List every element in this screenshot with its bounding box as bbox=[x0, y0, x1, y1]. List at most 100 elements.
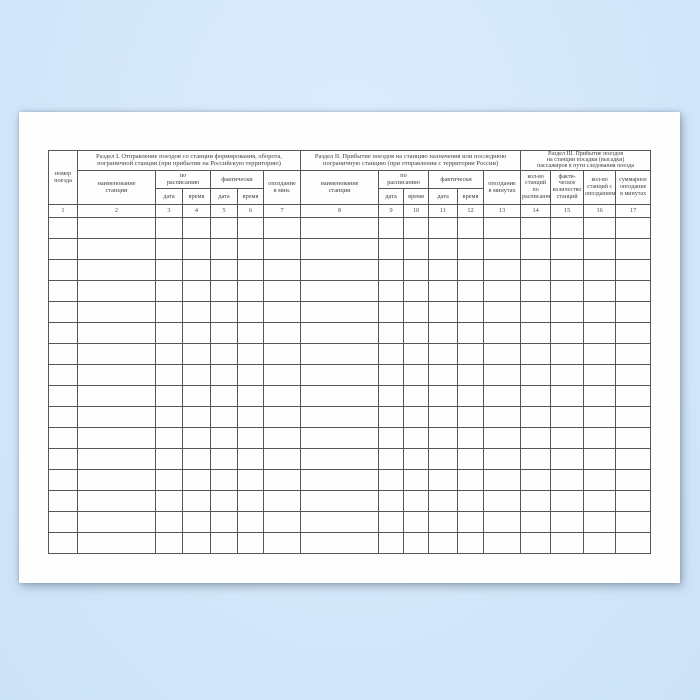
column-number: 9 bbox=[378, 203, 405, 218]
empty-cell bbox=[583, 300, 617, 323]
empty-cell bbox=[300, 321, 380, 344]
table-row bbox=[48, 216, 652, 239]
empty-cell bbox=[403, 300, 430, 323]
table-row bbox=[48, 321, 652, 344]
empty-cell bbox=[378, 216, 405, 239]
column-number: 13 bbox=[483, 203, 522, 218]
empty-cell bbox=[182, 300, 211, 323]
empty-cell bbox=[583, 279, 617, 302]
column-number: 17 bbox=[615, 203, 652, 218]
empty-cell bbox=[483, 321, 522, 344]
empty-cell bbox=[300, 279, 380, 302]
section-1-scheduled-time-header: время bbox=[182, 187, 211, 205]
empty-cell bbox=[155, 426, 183, 449]
empty-cell bbox=[378, 300, 405, 323]
empty-cell bbox=[378, 510, 405, 533]
section-3-total-delay-header: суммарное опоздание в минутах bbox=[615, 169, 652, 205]
empty-cell bbox=[210, 426, 238, 449]
empty-cell bbox=[262, 363, 302, 386]
empty-cell bbox=[210, 216, 238, 239]
empty-cell bbox=[300, 300, 380, 323]
empty-cell bbox=[403, 258, 430, 281]
empty-cell bbox=[182, 531, 211, 554]
empty-cell bbox=[48, 342, 78, 365]
empty-cell bbox=[378, 363, 405, 386]
empty-cell bbox=[155, 531, 183, 554]
empty-cell bbox=[403, 510, 430, 533]
empty-cell bbox=[182, 216, 211, 239]
column-number: 10 bbox=[403, 203, 430, 218]
column-number: 1 bbox=[48, 203, 78, 218]
empty-cell bbox=[378, 468, 405, 491]
empty-cell bbox=[550, 363, 585, 386]
empty-cell bbox=[583, 321, 617, 344]
empty-cell bbox=[550, 300, 585, 323]
empty-cell bbox=[210, 237, 238, 260]
empty-cell bbox=[237, 258, 264, 281]
empty-cell bbox=[210, 321, 238, 344]
empty-cell bbox=[300, 363, 380, 386]
empty-cell bbox=[457, 342, 485, 365]
section-2-scheduled-time-header: время bbox=[403, 187, 430, 205]
empty-cell bbox=[182, 447, 211, 470]
empty-cell bbox=[483, 426, 522, 449]
empty-cell bbox=[77, 384, 156, 407]
empty-cell bbox=[520, 300, 552, 323]
form-sheet: номер поезда Раздел I. Отправление поезд… bbox=[19, 112, 680, 583]
empty-cell bbox=[48, 510, 78, 533]
empty-cell bbox=[583, 216, 617, 239]
empty-cell bbox=[550, 258, 585, 281]
empty-cell bbox=[483, 531, 522, 554]
section-2-actual-date-header: дата bbox=[428, 187, 459, 205]
empty-cell bbox=[457, 468, 485, 491]
empty-cell bbox=[48, 321, 78, 344]
empty-cell bbox=[550, 510, 585, 533]
empty-cell bbox=[520, 405, 552, 428]
empty-cell bbox=[428, 405, 459, 428]
empty-cell bbox=[300, 426, 380, 449]
empty-cell bbox=[483, 342, 522, 365]
empty-cell bbox=[520, 510, 552, 533]
empty-cell bbox=[403, 321, 430, 344]
section-2-station-header: наименование станции bbox=[300, 169, 380, 205]
empty-cell bbox=[300, 531, 380, 554]
section-1-scheduled-date-header: дата bbox=[155, 187, 183, 205]
empty-cell bbox=[262, 321, 302, 344]
empty-cell bbox=[262, 384, 302, 407]
empty-cell bbox=[77, 468, 156, 491]
table-row bbox=[48, 279, 652, 302]
column-number: 16 bbox=[583, 203, 617, 218]
empty-cell bbox=[378, 237, 405, 260]
table-row bbox=[48, 300, 652, 323]
empty-cell bbox=[583, 426, 617, 449]
empty-cell bbox=[428, 489, 459, 512]
column-number: 15 bbox=[550, 203, 585, 218]
empty-cell bbox=[550, 426, 585, 449]
empty-cell bbox=[615, 300, 652, 323]
empty-cell bbox=[262, 342, 302, 365]
section-3-actual-stations-count-header: факти- ческое количество станций bbox=[550, 169, 585, 205]
empty-cell bbox=[615, 447, 652, 470]
empty-cell bbox=[550, 384, 585, 407]
empty-cell bbox=[583, 510, 617, 533]
empty-cell bbox=[182, 342, 211, 365]
empty-cell bbox=[457, 405, 485, 428]
empty-cell bbox=[48, 258, 78, 281]
empty-cell bbox=[237, 405, 264, 428]
empty-cell bbox=[615, 384, 652, 407]
empty-cell bbox=[615, 405, 652, 428]
empty-cell bbox=[155, 258, 183, 281]
empty-cell bbox=[210, 510, 238, 533]
empty-cell bbox=[182, 279, 211, 302]
empty-cell bbox=[428, 363, 459, 386]
empty-cell bbox=[262, 279, 302, 302]
empty-cell bbox=[77, 258, 156, 281]
empty-cell bbox=[520, 531, 552, 554]
empty-cell bbox=[262, 447, 302, 470]
empty-cell bbox=[457, 300, 485, 323]
empty-cell bbox=[428, 342, 459, 365]
empty-cell bbox=[457, 216, 485, 239]
empty-cell bbox=[182, 405, 211, 428]
empty-cell bbox=[403, 279, 430, 302]
empty-cell bbox=[378, 447, 405, 470]
